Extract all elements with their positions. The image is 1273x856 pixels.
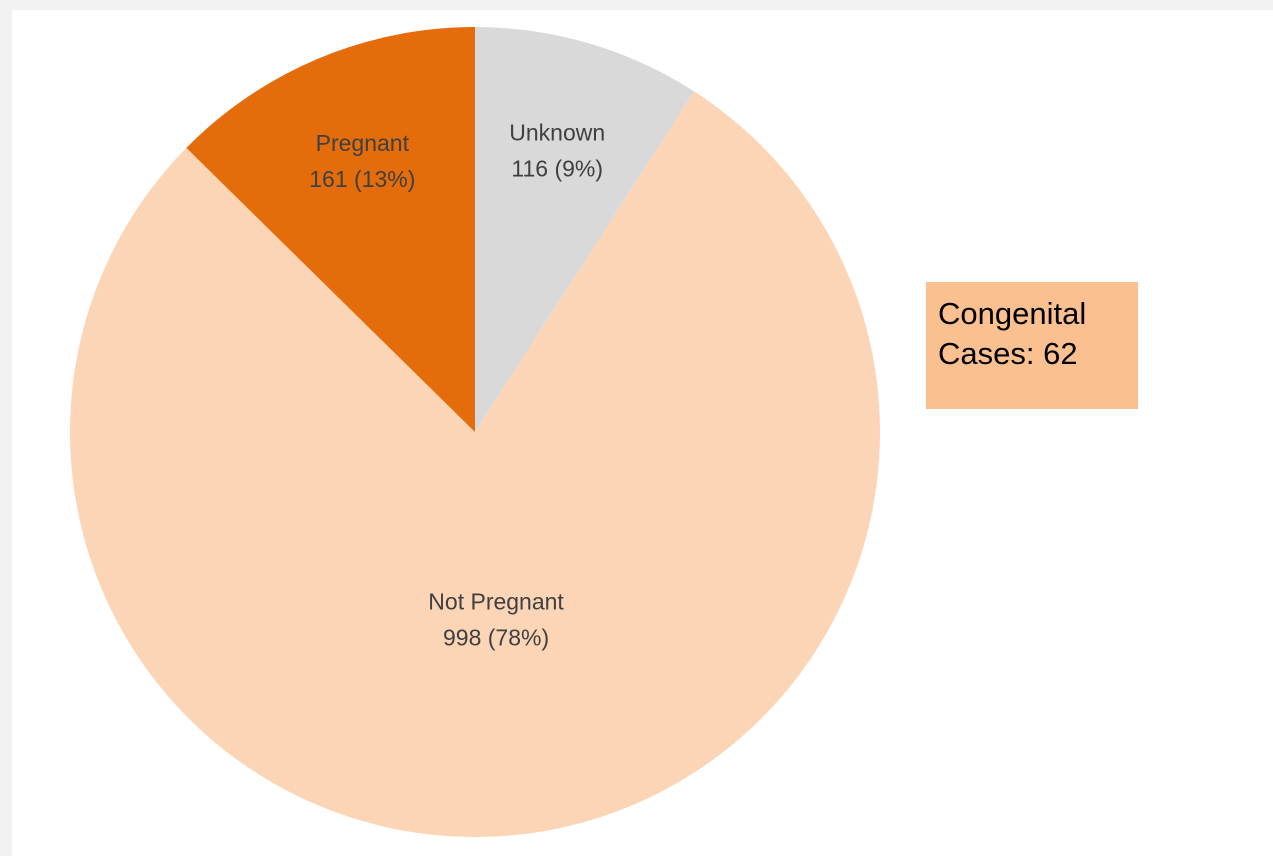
pie-slice [475,27,695,432]
slice-value-label: 116 (9%) [511,155,603,181]
slice-category-label: Pregnant [316,130,410,156]
slice-category-label: Not Pregnant [428,588,564,614]
pie-slice [69,91,880,838]
pie-slice [186,27,475,432]
slice-value-label: 161 (13%) [309,166,415,192]
annotation: Congenital Cases: 62 [926,282,1138,409]
slice-category-label: Unknown [509,119,605,145]
slice-value-label: 998 (78%) [443,624,549,650]
